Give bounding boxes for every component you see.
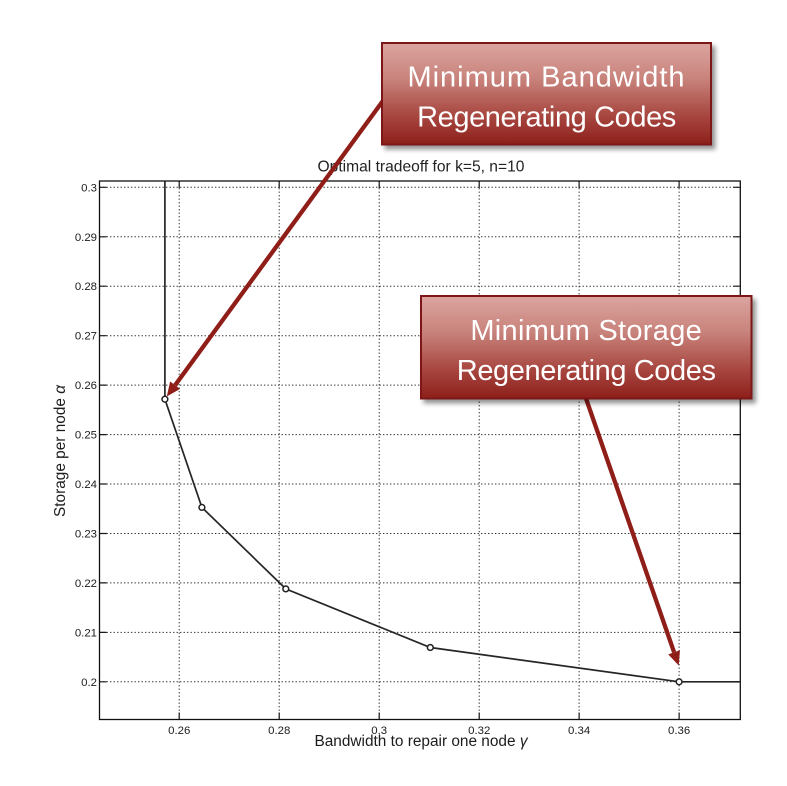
svg-text:0.2: 0.2 <box>81 677 97 689</box>
svg-text:0.32: 0.32 <box>468 725 490 737</box>
svg-text:0.28: 0.28 <box>268 725 290 737</box>
svg-text:Minimum Storage: Minimum Storage <box>470 315 702 347</box>
svg-text:0.29: 0.29 <box>75 232 97 244</box>
svg-text:0.25: 0.25 <box>75 430 97 442</box>
svg-text:0.26: 0.26 <box>75 380 97 392</box>
svg-text:0.23: 0.23 <box>75 529 97 541</box>
svg-text:0.21: 0.21 <box>75 627 97 639</box>
svg-text:0.34: 0.34 <box>568 725 590 737</box>
svg-text:0.36: 0.36 <box>668 725 690 737</box>
svg-text:Storage per node α: Storage per node α <box>52 384 69 517</box>
svg-text:0.28: 0.28 <box>75 281 97 293</box>
svg-text:Optimal tradeoff for k=5, n=10: Optimal tradeoff for k=5, n=10 <box>318 159 525 176</box>
svg-text:Minimum Bandwidth: Minimum Bandwidth <box>407 61 685 93</box>
svg-text:0.26: 0.26 <box>168 725 190 737</box>
svg-text:0.24: 0.24 <box>75 479 97 491</box>
svg-text:0.22: 0.22 <box>75 578 97 590</box>
svg-text:Regenerating Codes: Regenerating Codes <box>417 101 676 133</box>
svg-text:Bandwidth to repair one node γ: Bandwidth to repair one node γ <box>314 733 528 750</box>
svg-text:0.27: 0.27 <box>75 331 97 343</box>
svg-text:0.3: 0.3 <box>81 182 97 194</box>
svg-text:0.3: 0.3 <box>371 725 387 737</box>
svg-text:Regenerating Codes: Regenerating Codes <box>457 355 716 387</box>
